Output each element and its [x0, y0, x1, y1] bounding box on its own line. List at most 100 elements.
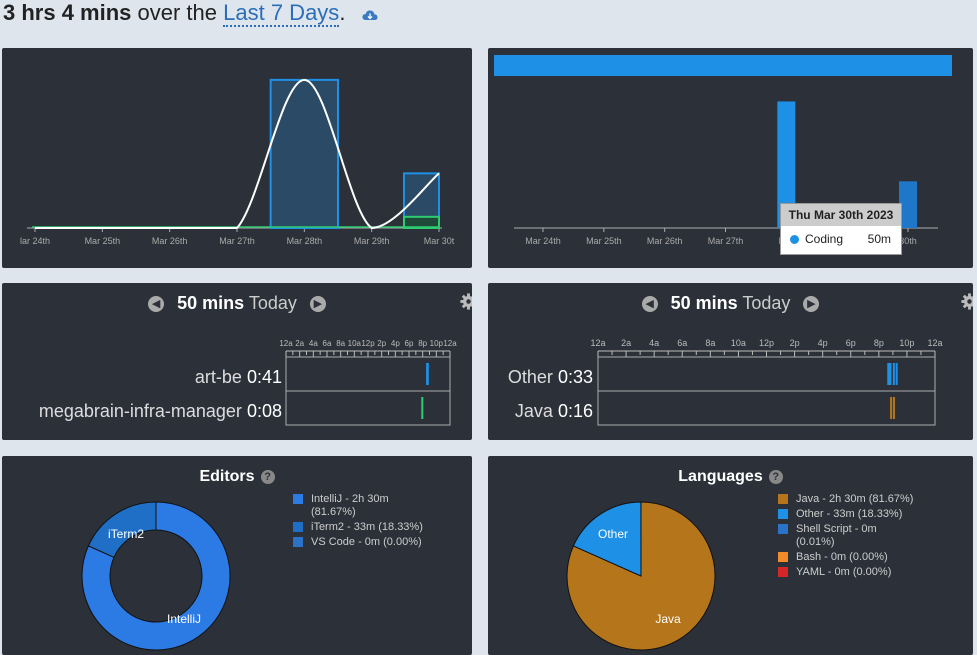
languages-panel: Languages? Java Other Java - 2h 30m (81.6… [488, 456, 973, 655]
legend-text: iTerm2 - 33m (18.33%) [311, 521, 423, 533]
x-tick-label: Mar 24th [525, 236, 561, 246]
hour-tick-label: 4p [818, 338, 828, 348]
categories-timeline: 12a 2a 4a 6a 8a 10a 12p 2p 4p 6p 8p 10p 12a [590, 338, 943, 426]
category-time: 0:16 [557, 401, 593, 421]
legend-item[interactable]: Bash - 0m (0.00%) [778, 551, 918, 564]
legend-item[interactable]: Java - 2h 30m (81.67%) [778, 493, 918, 506]
projects-timeline: 12a 2a 4a 6a 8a 10a 12p 2p 4p 6p 8p 10p 12a [279, 339, 457, 426]
legend-item[interactable]: VS Code - 0m (0.00%) [293, 536, 433, 549]
timeline-row-box [285, 390, 451, 426]
hour-tick-label: 10a [348, 339, 362, 348]
header-text: over the [137, 0, 218, 25]
hour-tick-label: 6p [405, 339, 414, 348]
languages-legend: Java - 2h 30m (81.67%) Other - 33m (18.33… [778, 493, 918, 581]
tooltip-series-dot [790, 235, 799, 244]
prev-day-icon[interactable]: ◀ [148, 296, 165, 312]
x-tick-label: Mar 30t [424, 236, 455, 246]
summary-header: 3 hrs 4 mins over the Last 7 Days. [3, 0, 378, 27]
hour-tick-label: 2a [621, 338, 631, 348]
x-tick-label: Mar 26th [647, 236, 683, 246]
category-row-label: Java 0:16 [515, 401, 593, 422]
languages-title: Languages? [488, 468, 973, 486]
legend-item[interactable]: YAML - 0m (0.00%) [778, 566, 918, 579]
legend-swatch [778, 567, 788, 577]
daily-activity-chart: lar 24th Mar 25th Mar 26th Mar 27th Mar 28th… [20, 78, 455, 246]
x-tick-label: Mar 27th [708, 236, 744, 246]
languages-pie: Java Other [566, 501, 716, 651]
projects-day: Today [248, 293, 297, 313]
legend-swatch [778, 509, 788, 519]
pie-slice-label: Other [598, 527, 628, 541]
editors-legend: IntelliJ - 2h 30m (81.67%) iTerm2 - 33m (… [293, 493, 433, 551]
pie-slice-label: Java [655, 612, 681, 626]
pie-slice-label: iTerm2 [108, 527, 144, 541]
x-tick-label: lar 24th [20, 236, 50, 246]
x-tick-label: Mar 29th [354, 236, 390, 246]
hour-tick-label: 12a [279, 339, 293, 348]
category-row-label: Other 0:33 [508, 367, 593, 388]
pie-slice [81, 501, 231, 651]
hour-tick-label: 6a [323, 339, 332, 348]
legend-text: YAML - 0m (0.00%) [796, 566, 892, 578]
total-time: 3 hrs 4 mins [3, 0, 132, 25]
editors-panel: Editors? IntelliJ iTerm2 IntelliJ - 2h 30… [2, 456, 472, 655]
projects-nav: ◀ 50 mins Today ▶ [2, 293, 472, 314]
cloud-icon[interactable] [362, 1, 378, 27]
legend-swatch [778, 552, 788, 562]
trend-line [35, 78, 440, 230]
legend-text: Shell Script - 0m (0.01%) [796, 523, 877, 548]
x-tick-label: Mar 27th [219, 236, 255, 246]
tooltip-row: Coding 50m [781, 226, 901, 252]
hour-tick-label: 8a [705, 338, 715, 348]
hour-tick-label: 2p [377, 339, 386, 348]
tooltip-series: Coding [805, 232, 844, 246]
projects-duration: 50 mins [177, 293, 245, 313]
hour-tick-label: 4p [391, 339, 400, 348]
category-name: Other [507, 367, 553, 387]
legend-item[interactable]: IntelliJ - 2h 30m (81.67%) [293, 493, 433, 519]
header-period: . [339, 0, 346, 25]
prev-day-icon[interactable]: ◀ [641, 296, 658, 312]
pie-slice [572, 501, 642, 577]
next-day-icon[interactable]: ▶ [803, 296, 820, 312]
legend-item[interactable]: Shell Script - 0m (0.01%) [778, 523, 918, 549]
legend-text: Java - 2h 30m (81.67%) [796, 493, 914, 505]
editors-title: Editors? [2, 468, 472, 486]
next-day-icon[interactable]: ▶ [309, 296, 326, 312]
categories-duration: 50 mins [670, 293, 738, 313]
legend-text: Other - 33m (18.33%) [796, 508, 903, 520]
timeline-span [887, 363, 892, 385]
legend-swatch [293, 494, 303, 504]
timeline-row-box [597, 356, 936, 392]
categories-nav: ◀ 50 mins Today ▶ [488, 293, 973, 314]
hour-tick-label: 10p [430, 339, 444, 348]
hour-tick-label: 12p [759, 338, 774, 348]
help-icon[interactable]: ? [768, 470, 783, 484]
range-selector[interactable]: Last 7 Days [223, 0, 340, 27]
hour-tick-label: 4a [649, 338, 659, 348]
hour-tick-label: 2a [295, 339, 304, 348]
legend-item[interactable]: Other - 33m (18.33%) [778, 508, 918, 521]
legend-swatch [778, 524, 788, 534]
hour-tick-label: 10p [899, 338, 914, 348]
timeline-span [895, 363, 898, 385]
legend-item[interactable]: iTerm2 - 33m (18.33%) [293, 521, 433, 534]
top-bar [494, 55, 952, 76]
hour-tick-label: 6a [677, 338, 687, 348]
hour-tick-label: 4a [309, 339, 318, 348]
hour-tick-label: 12p [361, 339, 375, 348]
x-tick-label: Mar 26th [152, 236, 188, 246]
help-icon[interactable]: ? [260, 470, 275, 484]
chart-tooltip: Thu Mar 30th 2023 Coding 50m [780, 203, 902, 255]
hour-tick-label: 6p [846, 338, 856, 348]
coding-bar [899, 181, 917, 228]
category-time: 0:33 [557, 367, 593, 387]
category-name: Java [514, 401, 553, 421]
project-name: megabrain-infra-manager [38, 401, 242, 421]
legend-text: Bash - 0m (0.00%) [796, 551, 888, 563]
timeline-span [892, 363, 895, 385]
timeline-span [426, 363, 429, 385]
project-row-label: megabrain-infra-manager 0:08 [39, 401, 282, 422]
hour-tick-label: 2p [790, 338, 800, 348]
x-tick-label: 30th [899, 236, 917, 246]
